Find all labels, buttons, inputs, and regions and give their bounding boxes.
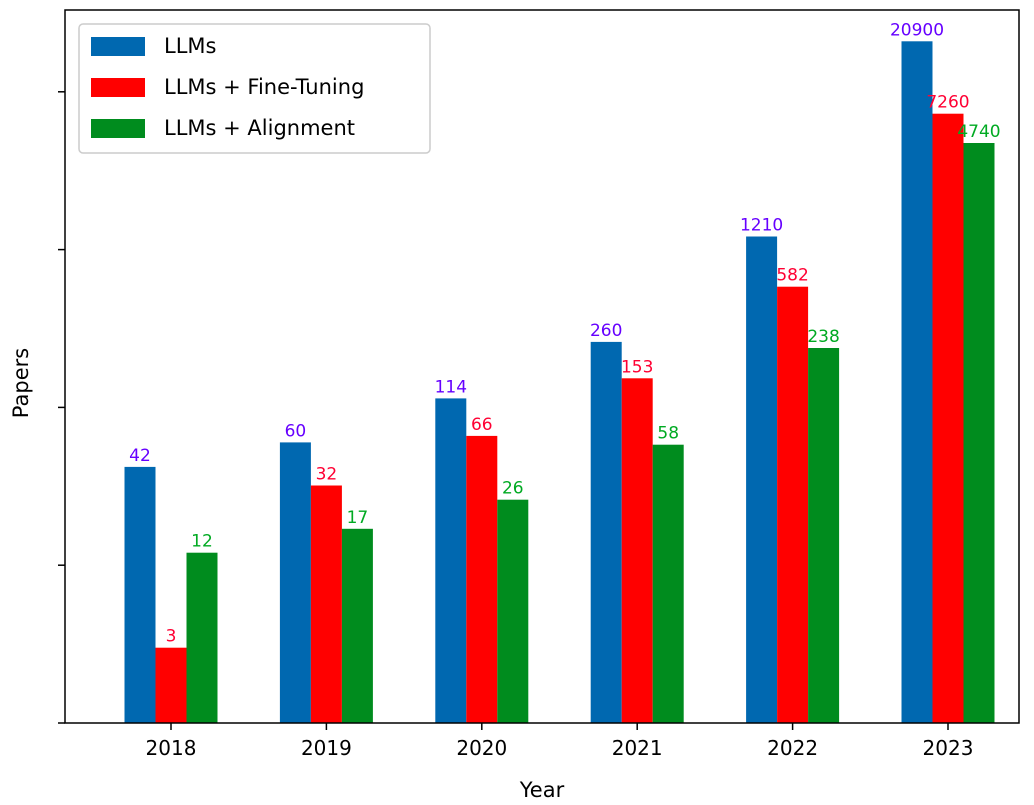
bar-value-label: 60 — [285, 421, 307, 441]
bar-2019-series-1 — [310, 485, 342, 723]
x-tick-label: 2023 — [923, 736, 974, 760]
bar-value-label: 260 — [590, 321, 622, 341]
bars-layer — [124, 41, 995, 724]
bar-2018-series-2 — [186, 552, 218, 723]
legend-swatch — [91, 37, 145, 56]
bar-value-label: 238 — [807, 327, 839, 347]
x-tick-label: 2018 — [146, 736, 197, 760]
bar-value-label: 26 — [502, 479, 524, 499]
bar-2021-series-2 — [652, 444, 684, 723]
bar-value-label: 66 — [471, 415, 493, 435]
bar-value-label: 7260 — [926, 93, 969, 113]
x-tick-label: 2021 — [612, 736, 663, 760]
bar-value-label: 32 — [316, 465, 338, 485]
bar-2022-series-1 — [777, 286, 809, 723]
bar-value-label: 153 — [621, 357, 653, 377]
bar-2022-series-0 — [746, 236, 778, 723]
bar-2021-series-0 — [590, 341, 622, 723]
x-axis-ticks: 2018 2019 2020 2021 2022 2023 — [146, 723, 974, 760]
bar-2023-series-2 — [963, 143, 995, 723]
legend: LLMs LLMs + Fine-Tuning LLMs + Alignment — [78, 23, 431, 154]
bar-value-label: 582 — [776, 266, 808, 286]
legend-box — [78, 23, 431, 154]
bar-value-label: 42 — [129, 446, 151, 466]
bar-2023-series-0 — [901, 41, 933, 724]
bar-2019-series-0 — [279, 442, 311, 723]
legend-label: LLMs + Alignment — [164, 116, 355, 140]
bar-2020-series-2 — [497, 499, 529, 723]
bar-value-label: 1210 — [740, 216, 783, 236]
bar-value-label: 3 — [166, 627, 177, 647]
bar-2022-series-2 — [808, 348, 840, 723]
legend-label: LLMs + Fine-Tuning — [164, 75, 364, 99]
bar-2020-series-1 — [466, 435, 498, 723]
bar-2018-series-0 — [124, 466, 156, 723]
bar-2023-series-1 — [932, 113, 964, 723]
bar-value-label: 58 — [657, 424, 679, 444]
legend-label: LLMs — [164, 34, 216, 58]
bar-value-label: 4740 — [957, 122, 1000, 142]
x-axis-title: Year — [519, 778, 565, 802]
legend-swatch — [91, 119, 145, 138]
legend-swatch — [91, 78, 145, 97]
x-tick-label: 2020 — [456, 736, 507, 760]
y-axis-ticks — [58, 91, 65, 724]
bar-2018-series-1 — [155, 647, 187, 723]
plot-frame — [64, 9, 1020, 724]
y-axis-title: Papers — [9, 348, 33, 418]
bar-2019-series-2 — [341, 528, 373, 723]
bar-value-label: 20900 — [890, 20, 944, 40]
bar-2021-series-1 — [621, 378, 653, 723]
bar-value-label: 17 — [347, 508, 369, 528]
bar-2020-series-0 — [435, 398, 467, 723]
bar-value-label: 114 — [435, 377, 467, 397]
x-tick-label: 2019 — [301, 736, 352, 760]
x-tick-label: 2022 — [767, 736, 818, 760]
bar-value-label: 12 — [191, 532, 213, 552]
bar-labels-layer: 42 60 114 260 1210 20900 3 32 66 153 582 7260 12 17 26… — [129, 20, 1000, 646]
